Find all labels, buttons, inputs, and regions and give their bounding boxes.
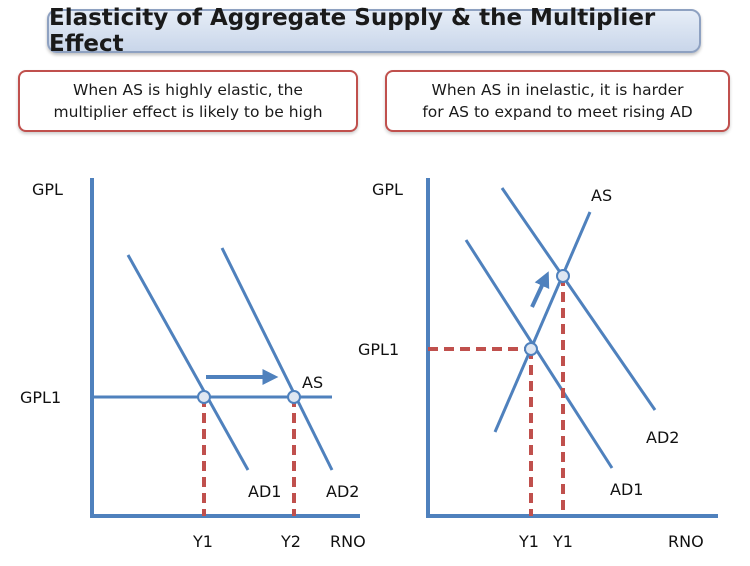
right-as-label: AS <box>591 186 612 205</box>
note-elastic: When AS is highly elastic, the multiplie… <box>18 70 358 132</box>
right-y2-label: Y1 <box>552 532 573 551</box>
left-equilibrium-2 <box>287 390 301 404</box>
note-elastic-line1: When AS is highly elastic, the <box>73 81 303 99</box>
left-ad1-label: AD1 <box>248 482 281 501</box>
note-elastic-text: When AS is highly elastic, the multiplie… <box>53 79 322 123</box>
left-ad2-label: AD2 <box>326 482 359 501</box>
note-inelastic-line2: for AS to expand to meet rising AD <box>422 103 693 121</box>
right-ad1-curve <box>464 239 614 469</box>
right-ad2-curve <box>500 187 657 411</box>
right-diagram: GPL AS GPL1 AD2 AD1 Y1 Y1 RNO <box>358 178 718 551</box>
note-elastic-line2: multiplier effect is likely to be high <box>53 103 323 121</box>
left-ad2-curve <box>220 247 334 471</box>
right-equilibrium-2 <box>556 269 570 283</box>
left-equilibrium-1 <box>197 390 211 404</box>
right-equilibrium-1 <box>524 342 538 356</box>
right-gpl1-label: GPL1 <box>358 340 399 359</box>
left-y2-label: Y2 <box>280 532 301 551</box>
left-ad1-curve <box>126 254 250 471</box>
left-y-axis-label: GPL <box>32 180 63 199</box>
right-ad2-label: AD2 <box>646 428 679 447</box>
left-as-label: AS <box>302 373 323 392</box>
right-ad1-label: AD1 <box>610 480 643 499</box>
note-inelastic-line1: When AS in inelastic, it is harder <box>431 81 684 99</box>
right-y-axis-label: GPL <box>372 180 403 199</box>
note-inelastic: When AS in inelastic, it is harder for A… <box>385 70 730 132</box>
right-x-axis-label: RNO <box>668 532 704 551</box>
left-diagram: GPL GPL1 AS AD1 AD2 Y1 Y2 RNO <box>20 178 366 551</box>
right-as-curve <box>493 211 592 433</box>
left-y1-label: Y1 <box>192 532 213 551</box>
left-gpl1-label: GPL1 <box>20 388 61 407</box>
note-inelastic-text: When AS in inelastic, it is harder for A… <box>422 79 692 123</box>
right-y1-label: Y1 <box>518 532 539 551</box>
page-title: Elasticity of Aggregate Supply & the Mul… <box>47 5 701 57</box>
title-text: Elasticity of Aggregate Supply & the Mul… <box>49 5 656 57</box>
left-x-axis-label: RNO <box>330 532 366 551</box>
right-shift-arrow <box>530 271 550 308</box>
